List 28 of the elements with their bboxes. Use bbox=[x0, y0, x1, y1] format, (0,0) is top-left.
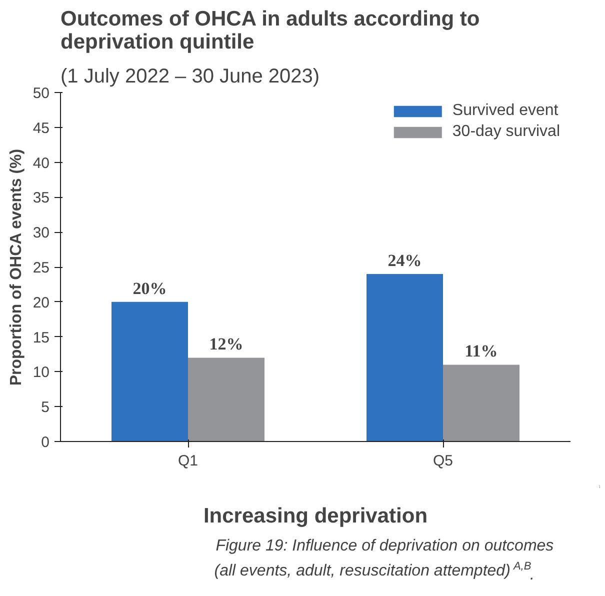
y-axis-title: Proportion of OHCA events (%) bbox=[8, 148, 25, 386]
x-tick-label: Q5 bbox=[432, 452, 454, 470]
x-axis-title: Increasing deprivation bbox=[203, 504, 428, 528]
y-tick-label: 50 bbox=[32, 85, 50, 102]
y-tick-label: 35 bbox=[32, 190, 50, 207]
chart-title: Outcomes of OHCA in adults according to deprivation quintile bbox=[60, 8, 480, 54]
bar bbox=[112, 302, 188, 442]
legend-label: 30-day survival bbox=[452, 123, 560, 141]
y-tick-label: 30 bbox=[32, 224, 50, 242]
y-tick-label: 15 bbox=[32, 329, 50, 346]
bar bbox=[443, 364, 520, 442]
y-tick-label: 5 bbox=[41, 399, 50, 416]
data-label: 11% bbox=[464, 342, 498, 361]
data-label: 24% bbox=[388, 250, 422, 270]
bar bbox=[188, 358, 264, 442]
data-label: 12% bbox=[209, 334, 244, 354]
chart-subtitle: (1 July 2022 – 30 June 2023) bbox=[60, 66, 320, 88]
y-tick-label: 10 bbox=[32, 364, 50, 382]
y-tick-label: 0 bbox=[41, 434, 50, 451]
legend-label: Survived event bbox=[452, 102, 558, 120]
x-tick-label: Q1 bbox=[178, 452, 198, 470]
y-tick-label: 40 bbox=[32, 154, 50, 172]
data-label: 20% bbox=[132, 278, 167, 298]
y-tick-label: 25 bbox=[32, 260, 50, 276]
bar bbox=[366, 274, 443, 442]
y-tick-label: 20 bbox=[32, 294, 50, 312]
y-tick-label: 45 bbox=[32, 120, 50, 137]
caption: Figure 19: Influence of deprivation on outcomes bbox=[216, 538, 554, 554]
